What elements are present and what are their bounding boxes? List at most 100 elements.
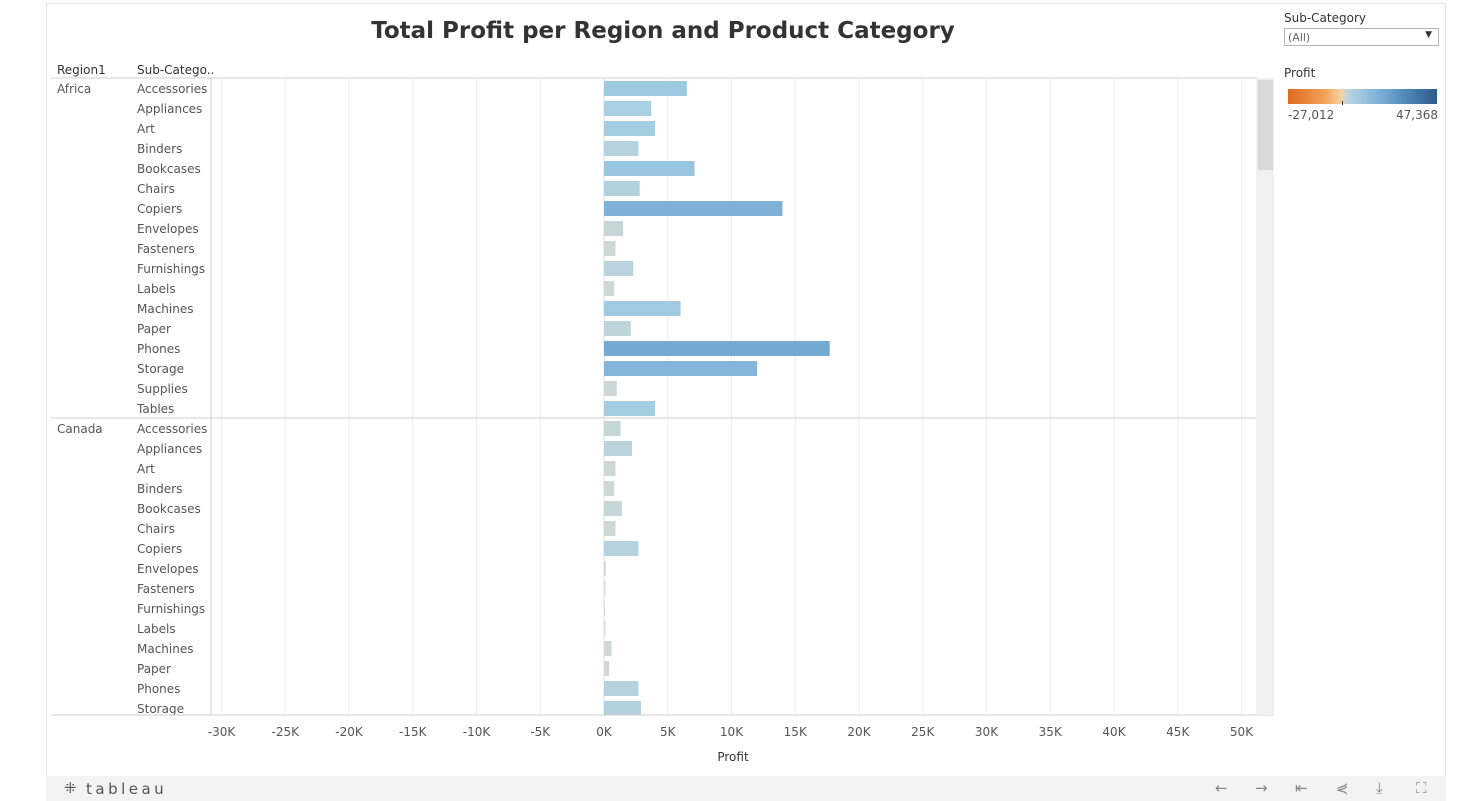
x-tick-label: 40K <box>1102 725 1126 739</box>
profit-bar <box>604 701 641 715</box>
subcategory-label: Supplies <box>137 382 188 396</box>
x-tick-label: -25K <box>272 725 301 739</box>
subcategory-label: Envelopes <box>137 222 199 236</box>
color-legend-title: Profit <box>1284 66 1316 80</box>
tableau-logo-icon[interactable]: ⁜ <box>64 779 77 797</box>
filter-label: Sub-Category <box>1284 11 1366 25</box>
profit-bar <box>604 421 621 436</box>
color-legend-min: -27,012 <box>1288 108 1335 122</box>
region-label: Africa <box>57 82 91 96</box>
x-tick-label: 5K <box>660 725 677 739</box>
region-label: Canada <box>57 422 103 436</box>
subcategory-label: Accessories <box>137 82 207 96</box>
profit-bar <box>604 361 757 376</box>
subcategory-label: Fasteners <box>137 582 195 596</box>
dropdown-arrow-icon: ▼ <box>1425 30 1432 40</box>
profit-bar <box>604 221 624 236</box>
profit-bar <box>604 281 615 296</box>
profit-bar <box>604 401 655 416</box>
profit-bar <box>604 621 606 636</box>
profit-bar <box>604 521 616 536</box>
filter-selected-value: (All) <box>1288 31 1311 44</box>
subcategory-filter-dropdown[interactable]: (All) ▼ <box>1284 28 1439 46</box>
subcategory-label: Binders <box>137 142 182 156</box>
profit-bar <box>604 181 640 196</box>
profit-bar <box>604 601 605 616</box>
subcategory-label: Accessories <box>137 422 207 436</box>
subcategory-label: Art <box>137 462 155 476</box>
x-tick-label: 30K <box>975 725 999 739</box>
subcategory-label: Machines <box>137 642 193 656</box>
profit-bar <box>604 541 639 556</box>
fullscreen-icon[interactable]: ⛶ <box>1416 779 1427 797</box>
profit-bar <box>604 301 681 316</box>
subcategory-label: Art <box>137 122 155 136</box>
bar-chart: Africa Accessories Appliances Art Binders Boo… <box>51 77 1274 764</box>
subcategory-label: Chairs <box>137 182 175 196</box>
redo-icon[interactable]: → <box>1255 779 1268 797</box>
x-axis-title: Profit <box>717 750 749 764</box>
subcategory-label: Tables <box>136 402 174 416</box>
subcategory-label: Machines <box>137 302 193 316</box>
revert-icon[interactable]: ⇤ <box>1295 779 1308 797</box>
profit-bar <box>604 321 631 336</box>
x-tick-label: 45K <box>1166 725 1190 739</box>
x-tick-label: 15K <box>784 725 808 739</box>
subcategory-label: Copiers <box>137 542 182 556</box>
profit-bar <box>604 241 616 256</box>
download-icon[interactable]: ⤓ <box>1376 779 1383 797</box>
color-legend-zero-marker <box>1342 101 1343 105</box>
x-tick-label: -15K <box>399 725 428 739</box>
subcategory-label: Appliances <box>137 442 202 456</box>
profit-bar <box>604 681 639 696</box>
profit-bar <box>604 201 783 216</box>
undo-icon[interactable]: ← <box>1215 779 1228 797</box>
subcategory-label: Copiers <box>137 202 182 216</box>
profit-bar <box>604 101 652 116</box>
profit-bar <box>604 581 606 596</box>
subcategory-label: Appliances <box>137 102 202 116</box>
subcategory-column-header[interactable]: Sub-Catego.. <box>137 63 215 77</box>
share-icon[interactable]: ⋞ <box>1336 779 1349 797</box>
profit-bar <box>604 561 606 576</box>
region-column-header[interactable]: Region1 <box>57 63 106 77</box>
x-tick-label: -10K <box>463 725 492 739</box>
profit-bar <box>604 261 634 276</box>
x-tick-label: 10K <box>720 725 744 739</box>
subcategory-label: Storage <box>137 362 184 376</box>
subcategory-label: Binders <box>137 482 182 496</box>
subcategory-label: Furnishings <box>137 602 205 616</box>
profit-bar <box>604 501 622 516</box>
chart-title: Total Profit per Region and Product Cate… <box>371 18 955 44</box>
vertical-scrollbar[interactable] <box>1257 78 1274 715</box>
tableau-logo-text[interactable]: tableau <box>86 780 168 798</box>
subcategory-label: Bookcases <box>137 502 201 516</box>
scrollbar-thumb[interactable] <box>1258 80 1273 170</box>
profit-bar <box>604 381 617 396</box>
color-legend-gradient <box>1288 89 1437 104</box>
color-legend-max: 47,368 <box>1396 108 1438 122</box>
profit-bar <box>604 481 615 496</box>
profit-bar <box>604 121 655 136</box>
profit-bar <box>604 161 695 176</box>
x-tick-label: 50K <box>1230 725 1254 739</box>
profit-bar <box>604 441 633 456</box>
subcategory-label: Bookcases <box>137 162 201 176</box>
profit-bar <box>604 661 610 676</box>
x-tick-label: -20K <box>335 725 364 739</box>
profit-bar <box>604 461 616 476</box>
subcategory-label: Labels <box>137 282 176 296</box>
profit-bar <box>604 641 612 656</box>
profit-bar <box>604 81 687 96</box>
subcategory-label: Phones <box>137 682 180 696</box>
subcategory-label: Fasteners <box>137 242 195 256</box>
x-tick-label: 20K <box>847 725 871 739</box>
x-tick-label: 25K <box>911 725 935 739</box>
rows-group: Africa Accessories Appliances Art Binders Boo… <box>51 81 1257 716</box>
subcategory-label: Paper <box>137 662 171 676</box>
subcategory-label: Furnishings <box>137 262 205 276</box>
subcategory-label: Storage <box>137 702 184 716</box>
dashboard-frame <box>46 3 1446 776</box>
subcategory-label: Chairs <box>137 522 175 536</box>
profit-bar <box>604 341 830 356</box>
